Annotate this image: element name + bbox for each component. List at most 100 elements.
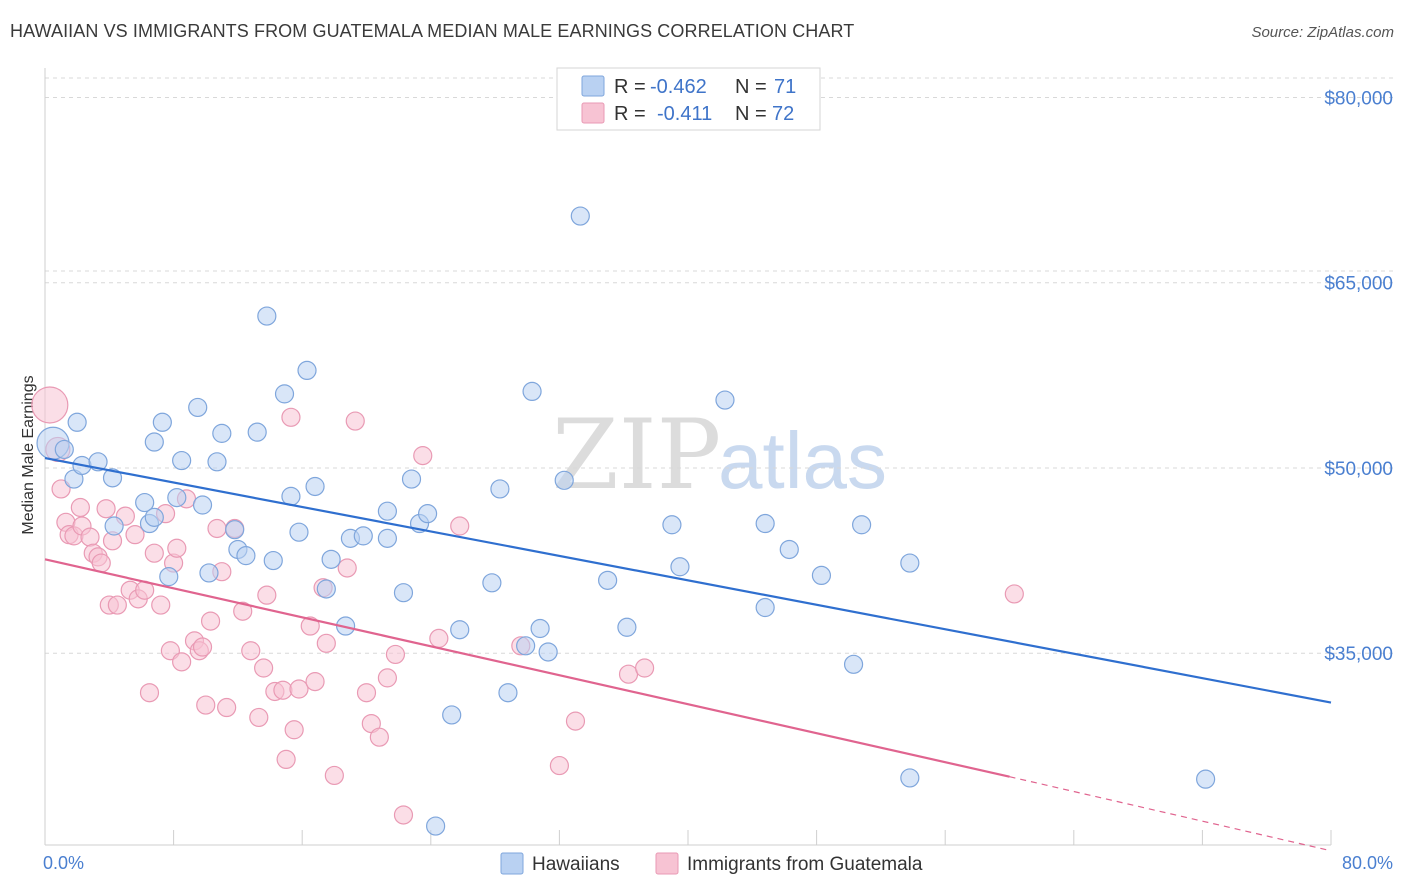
guatemala-point xyxy=(31,386,69,424)
legend-r-label-hawaiians: R = xyxy=(614,76,646,98)
guatemala-point xyxy=(257,585,277,605)
guatemala-point xyxy=(316,633,336,653)
hawaiians-point xyxy=(662,515,682,535)
guatemala-point xyxy=(413,446,433,466)
guatemala-point xyxy=(254,658,274,678)
y-axis-tick-labels: $35,000 $50,000 $65,000 $80,000 xyxy=(1324,89,1393,666)
guatemala-point xyxy=(369,727,389,747)
guatemala-point xyxy=(125,525,145,545)
guatemala-point xyxy=(241,641,261,661)
guatemala-trend-extension xyxy=(1009,776,1332,852)
hawaiians-point xyxy=(167,488,187,508)
hawaiians-point xyxy=(236,546,256,566)
source-label: Source: ZipAtlas.com xyxy=(1251,24,1394,41)
guatemala-point xyxy=(51,479,71,499)
hawaiians-point xyxy=(715,390,735,410)
hawaiians-point xyxy=(522,381,542,402)
guatemala-point xyxy=(281,407,301,427)
guatemala-point xyxy=(385,644,406,665)
hawaiians-point xyxy=(199,563,219,583)
guatemala-point xyxy=(324,765,344,786)
hawaiians-point xyxy=(670,557,690,577)
hawaiians-point xyxy=(353,526,373,546)
guatemala-point xyxy=(618,664,639,684)
hawaiians-point xyxy=(417,504,438,524)
hawaiians-point xyxy=(207,452,227,472)
guatemala-point xyxy=(139,683,160,703)
hawaiians-point xyxy=(442,705,462,725)
hawaiians-point xyxy=(321,549,341,569)
guatemala-point xyxy=(200,611,221,631)
bottom-legend-label-guatemala: Immigrants from Guatemala xyxy=(687,854,923,875)
hawaiians-point xyxy=(570,206,590,226)
series-legend: Hawaiians Immigrants from Guatemala xyxy=(500,852,923,875)
hawaiians-point xyxy=(67,412,87,432)
hawaiians-point xyxy=(152,412,172,432)
guatemala-point xyxy=(356,683,377,703)
hawaiians-point xyxy=(297,360,317,381)
guatemala-point xyxy=(80,527,100,547)
legend-n-label-hawaiians: N = xyxy=(735,76,767,98)
hawaiians-point xyxy=(212,423,232,443)
guatemala-point xyxy=(337,558,357,578)
hawaiians-point xyxy=(225,520,245,540)
bottom-legend-swatch-hawaiians xyxy=(500,852,524,875)
hawaiians-point xyxy=(490,479,510,499)
guatemala-point xyxy=(345,411,365,431)
watermark-atlas: atlas xyxy=(718,416,887,505)
hawaiians-point xyxy=(554,470,574,490)
gridlines xyxy=(45,77,1393,654)
legend-r-value-guatemala: -0.411 xyxy=(657,103,712,125)
guatemala-point xyxy=(284,720,304,740)
y-tick-label: $65,000 xyxy=(1324,274,1393,295)
hawaiians-point xyxy=(401,469,422,489)
y-tick-label: $80,000 xyxy=(1324,89,1393,110)
y-tick-label: $50,000 xyxy=(1324,459,1393,480)
hawaiians-point xyxy=(257,306,277,326)
guatemala-point xyxy=(172,652,192,672)
hawaiians-point xyxy=(482,573,502,593)
hawaiians-point xyxy=(316,579,336,599)
guatemala-point xyxy=(196,695,216,715)
x-tick-label-min: 0.0% xyxy=(43,853,84,873)
watermark-zip: ZIP xyxy=(552,399,721,511)
y-axis-title: Median Male Earnings xyxy=(20,375,37,534)
hawaiians-point xyxy=(843,654,864,674)
guatemala-point xyxy=(249,707,269,728)
guatemala-point xyxy=(377,668,397,688)
guatemala-point xyxy=(151,595,171,615)
hawaiians-point xyxy=(598,570,618,590)
hawaiians-point xyxy=(900,768,920,788)
guatemala-point xyxy=(393,805,414,825)
hawaiians-point xyxy=(516,636,536,656)
hawaiians-points xyxy=(36,206,1216,836)
guatemala-point xyxy=(107,595,127,615)
hawaiians-point xyxy=(393,583,414,603)
hawaiians-point xyxy=(274,384,295,404)
hawaiians-point xyxy=(305,476,325,497)
guatemala-point xyxy=(96,499,116,519)
guatemala-point xyxy=(217,697,237,718)
hawaiians-point xyxy=(538,642,558,662)
x-tick-label-max: 80.0% xyxy=(1342,853,1393,873)
legend-n-label-guatemala: N = xyxy=(735,103,767,125)
hawaiians-point xyxy=(289,522,309,542)
trend-lines xyxy=(44,457,1332,852)
hawaiians-point xyxy=(755,597,775,618)
hawaiians-point xyxy=(135,492,155,513)
guatemala-trend-line xyxy=(44,558,1010,778)
x-axis-ticks xyxy=(44,830,1332,845)
hawaiians-point xyxy=(144,507,164,527)
hawaiians-point xyxy=(102,468,123,488)
hawaiians-point xyxy=(159,567,179,587)
hawaiians-point xyxy=(450,620,470,640)
guatemala-point xyxy=(70,497,90,518)
legend-n-value-guatemala: 72 xyxy=(772,103,794,125)
hawaiians-trend-line xyxy=(44,457,1332,704)
guatemala-point xyxy=(289,679,309,699)
legend-r-value-hawaiians: -0.462 xyxy=(650,76,707,98)
hawaiians-point xyxy=(852,515,872,535)
hawaiians-point xyxy=(498,683,518,703)
hawaiians-point xyxy=(247,422,267,442)
